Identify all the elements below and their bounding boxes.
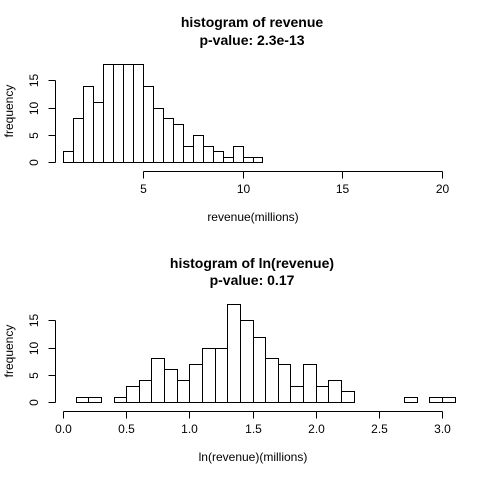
x-tick-label: 20 — [436, 182, 450, 196]
histogram-bar — [113, 64, 124, 163]
y-tick-label: 10 — [27, 342, 41, 356]
histogram-bar — [265, 358, 279, 403]
x-tick-label: 2.0 — [308, 422, 325, 436]
x-tick-label: 1.0 — [181, 422, 198, 436]
histogram-bar — [215, 348, 228, 403]
histogram-bar — [93, 102, 104, 163]
histogram-bar — [328, 380, 342, 403]
histogram-bar — [88, 397, 102, 403]
histogram-bar — [73, 118, 84, 163]
histogram-bar — [253, 157, 263, 163]
chart-title: histogram of ln(revenue) — [170, 255, 334, 271]
revenue-histogram-panel: histogram of revenue p-value: 2.3e-13 5 1… — [2, 14, 450, 224]
y-axis-label: frequency — [2, 325, 16, 378]
x-tick-label: 10 — [237, 182, 251, 196]
histogram-bar — [123, 64, 134, 163]
y-axis: 0 5 10 15 — [27, 74, 56, 166]
histogram-bar — [103, 64, 114, 163]
histogram-bar — [83, 86, 94, 163]
chart-title: histogram of revenue — [181, 14, 324, 30]
histogram-bar — [164, 369, 178, 403]
histogram-bar — [213, 151, 224, 163]
histogram-bar — [227, 304, 241, 403]
histogram-bar — [442, 397, 456, 403]
histogram-bar — [114, 397, 127, 403]
histogram-bar — [151, 358, 165, 403]
histogram-bar — [278, 364, 291, 403]
histogram-bar — [429, 397, 443, 403]
histogram-bar — [143, 86, 154, 163]
x-tick-label: 5 — [140, 182, 147, 196]
y-tick-label: 5 — [27, 372, 41, 379]
histogram-bar — [193, 135, 204, 163]
bars — [63, 64, 263, 163]
x-tick-label: 0.5 — [118, 422, 135, 436]
histogram-bar — [63, 151, 74, 163]
histogram-bar — [240, 320, 254, 403]
histogram-bar — [202, 348, 216, 403]
histogram-bar — [243, 157, 254, 163]
y-tick-label: 15 — [27, 314, 41, 328]
x-tick-label: 3.0 — [434, 422, 451, 436]
chart-subtitle: p-value: 2.3e-13 — [199, 32, 304, 48]
bars — [76, 304, 456, 403]
histogram-bar — [316, 386, 329, 403]
x-axis-label: ln(revenue)(millions) — [199, 450, 308, 464]
histogram-bar — [290, 386, 304, 403]
y-axis: 0 5 10 15 — [27, 314, 56, 406]
y-tick-label: 15 — [27, 74, 41, 88]
y-tick-label: 10 — [27, 102, 41, 116]
histogram-bar — [183, 146, 194, 163]
histogram-bar — [223, 157, 234, 163]
y-axis-label: frequency — [2, 85, 16, 138]
histogram-bar — [133, 64, 144, 163]
histogram-bar — [203, 146, 214, 163]
histogram-bar — [189, 364, 203, 403]
histogram-bar — [163, 118, 174, 163]
x-axis: 5 10 15 20 — [140, 171, 450, 196]
histogram-bar — [404, 397, 418, 403]
histogram-bar — [173, 124, 184, 163]
y-tick-label: 0 — [27, 159, 41, 166]
histogram-bar — [153, 108, 164, 163]
chart-subtitle: p-value: 0.17 — [210, 272, 295, 288]
histogram-bar — [233, 146, 244, 163]
histogram-bar — [253, 337, 266, 403]
x-tick-label: 0.0 — [55, 422, 72, 436]
histogram-bar — [126, 386, 140, 403]
x-tick-label: 2.5 — [371, 422, 388, 436]
x-tick-label: 15 — [336, 182, 350, 196]
y-tick-label: 0 — [27, 399, 41, 406]
histogram-bar — [139, 380, 152, 403]
histogram-bar — [177, 380, 190, 403]
histogram-bar — [303, 364, 317, 403]
histogram-bar — [341, 391, 355, 403]
x-axis: 0.0 0.5 1.0 1.5 2.0 2.5 3.0 — [55, 411, 451, 436]
ln-revenue-histogram-panel: histogram of ln(revenue) p-value: 0.17 0… — [2, 255, 456, 464]
y-tick-label: 5 — [27, 132, 41, 139]
x-axis-label: revenue(millions) — [207, 210, 298, 224]
histogram-bar — [76, 397, 89, 403]
x-tick-label: 1.5 — [245, 422, 262, 436]
